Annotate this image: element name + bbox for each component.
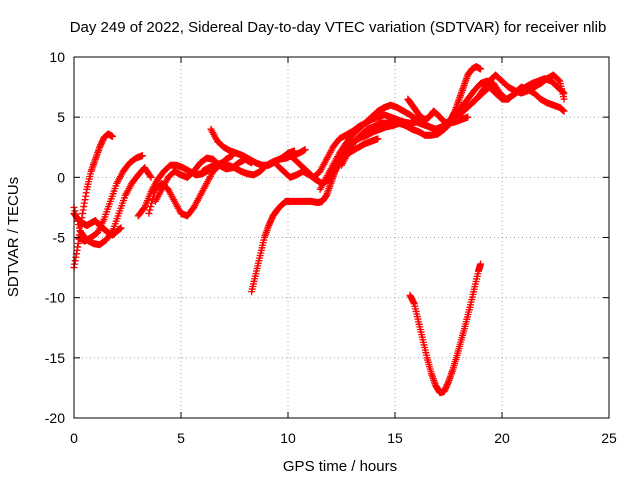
data-point xyxy=(147,173,155,181)
data-point xyxy=(145,209,153,217)
data-point xyxy=(477,260,485,268)
data-point xyxy=(477,65,485,73)
y-tick-label: -10 xyxy=(45,290,65,306)
data-point xyxy=(464,113,472,121)
series-track-10 xyxy=(248,135,382,296)
data-point xyxy=(147,203,155,211)
data-point xyxy=(146,206,154,214)
data-point xyxy=(75,221,83,229)
data-point xyxy=(117,224,125,232)
data-point xyxy=(374,135,382,143)
data-point xyxy=(108,229,116,237)
axis-ticks: 0 5 10 15 20 25 -20 -15 -10 -5 0 5 10 xyxy=(45,49,617,446)
series-track-18 xyxy=(406,260,485,397)
y-tick-label: 0 xyxy=(57,169,65,185)
grid-lines xyxy=(74,57,609,418)
series-track-14 xyxy=(338,83,568,169)
chart-title: Day 249 of 2022, Sidereal Day-to-day VTE… xyxy=(70,19,607,36)
data-point xyxy=(555,76,563,84)
data-points xyxy=(70,63,568,397)
data-point xyxy=(74,217,82,225)
x-tick-label: 25 xyxy=(601,430,617,446)
data-point xyxy=(560,95,568,103)
series-track-8 xyxy=(207,125,298,169)
x-tick-label: 5 xyxy=(177,430,185,446)
x-tick-label: 0 xyxy=(70,430,78,446)
y-tick-label: -20 xyxy=(45,410,65,426)
series-track-12 xyxy=(284,111,459,181)
y-tick-label: 5 xyxy=(57,109,65,125)
y-axis-title: SDTVAR / TECUs xyxy=(5,177,22,297)
x-tick-label: 15 xyxy=(387,430,403,446)
data-point xyxy=(71,207,79,215)
series-track-3 xyxy=(70,164,155,249)
x-tick-label: 20 xyxy=(494,430,510,446)
y-tick-label: -5 xyxy=(53,230,66,246)
x-tick-label: 10 xyxy=(280,430,296,446)
data-point xyxy=(138,152,146,160)
y-tick-label: -15 xyxy=(45,350,65,366)
series-track-7 xyxy=(151,154,256,205)
data-point xyxy=(148,199,156,207)
series-track-17 xyxy=(466,71,568,109)
y-tick-label: 10 xyxy=(49,49,65,65)
data-point xyxy=(76,224,84,232)
data-point xyxy=(560,107,568,115)
x-axis-title: GPS time / hours xyxy=(283,458,397,475)
data-point xyxy=(109,132,117,140)
series-track-4 xyxy=(74,152,146,245)
data-point xyxy=(146,172,154,180)
data-point xyxy=(301,146,309,154)
